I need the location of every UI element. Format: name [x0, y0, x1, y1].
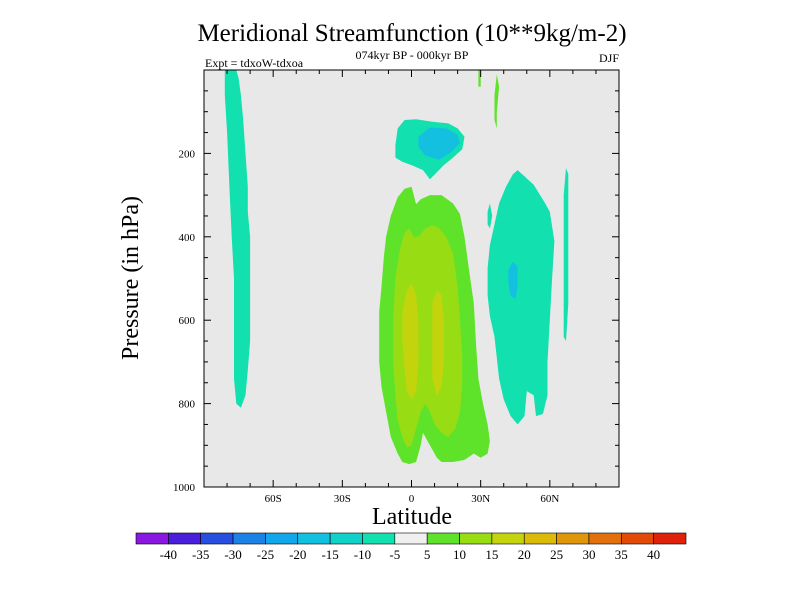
colorbar-swatch: [491, 532, 525, 545]
colorbar-label: -5: [389, 547, 400, 562]
colorbar-swatch: [135, 532, 169, 545]
colorbar-swatch: [620, 532, 654, 545]
colorbar-swatch: [329, 532, 363, 545]
y-tick-label: 1000: [173, 482, 196, 494]
colorbar: -40 -35 -30 -25 -20 -15 -10 -5 5 10 15 20 25 30 35 40: [135, 532, 687, 562]
colorbar-swatch: [200, 532, 234, 545]
colorbar-swatch: [394, 532, 428, 545]
colorbar-label: -20: [289, 547, 306, 562]
colorbar-label: 30: [582, 547, 595, 562]
season-label: DJF: [599, 51, 619, 65]
colorbar-label: -10: [354, 547, 371, 562]
contour-region-12: [432, 291, 444, 396]
colorbar-label: 35: [615, 547, 628, 562]
contour-region-5: [563, 168, 569, 342]
colorbar-swatch: [523, 532, 557, 545]
contour-region-7: [478, 70, 481, 87]
colorbar-swatch: [362, 532, 396, 545]
y-tick-labels: 200 400 600 800 1000: [173, 148, 196, 494]
colorbar-label: 15: [485, 547, 498, 562]
colorbar-swatch: [426, 532, 460, 545]
x-tick-label: 30S: [334, 493, 351, 505]
y-tick-label: 400: [179, 232, 196, 244]
colorbar-label: 20: [518, 547, 531, 562]
colorbar-swatch: [459, 532, 493, 545]
colorbar-swatch: [232, 532, 266, 545]
colorbar-label: -40: [160, 547, 177, 562]
contour-region-11: [402, 282, 419, 400]
experiment-label: Expt = tdxoW-tdxoa: [205, 56, 304, 70]
contour-region-8: [494, 74, 500, 129]
colorbar-swatch: [265, 532, 299, 545]
colorbar-label: 5: [424, 547, 431, 562]
x-tick-labels: 60S 30S 0 30N 60N: [265, 493, 560, 505]
x-tick-label: 60N: [540, 493, 559, 505]
contour-region-3: [487, 170, 555, 425]
y-axis-label: Pressure (in hPa): [118, 196, 144, 360]
y-tick-label: 800: [179, 399, 196, 411]
chart-subtitle: 074kyr BP - 000kyr BP: [356, 48, 469, 62]
y-tick-label: 200: [179, 148, 196, 160]
colorbar-swatch: [653, 532, 687, 545]
contour-regions: [224, 70, 569, 465]
colorbar-label: -15: [321, 547, 338, 562]
contour-region-2: [418, 127, 460, 160]
axis-ticks: [203, 69, 620, 488]
colorbar-label: -30: [224, 547, 241, 562]
colorbar-swatch: [588, 532, 622, 545]
colorbar-label: 25: [550, 547, 563, 562]
colorbar-label: -35: [192, 547, 209, 562]
colorbar-label: 10: [453, 547, 466, 562]
x-tick-label: 60S: [265, 493, 282, 505]
colorbar-swatch: [168, 532, 202, 545]
chart-title: Meridional Streamfunction (10**9kg/m-2): [197, 20, 626, 47]
colorbar-swatch: [297, 532, 331, 545]
contour-region-0: [224, 70, 251, 408]
y-tick-label: 600: [179, 315, 196, 327]
x-axis-label: Latitude: [372, 504, 452, 530]
x-tick-label: 30N: [471, 493, 490, 505]
contour-region-4: [508, 261, 518, 300]
colorbar-label: -25: [257, 547, 274, 562]
contour-region-6: [487, 203, 493, 229]
colorbar-label: 40: [647, 547, 660, 562]
x-tick-label: 0: [409, 493, 415, 505]
colorbar-swatch: [556, 532, 590, 545]
